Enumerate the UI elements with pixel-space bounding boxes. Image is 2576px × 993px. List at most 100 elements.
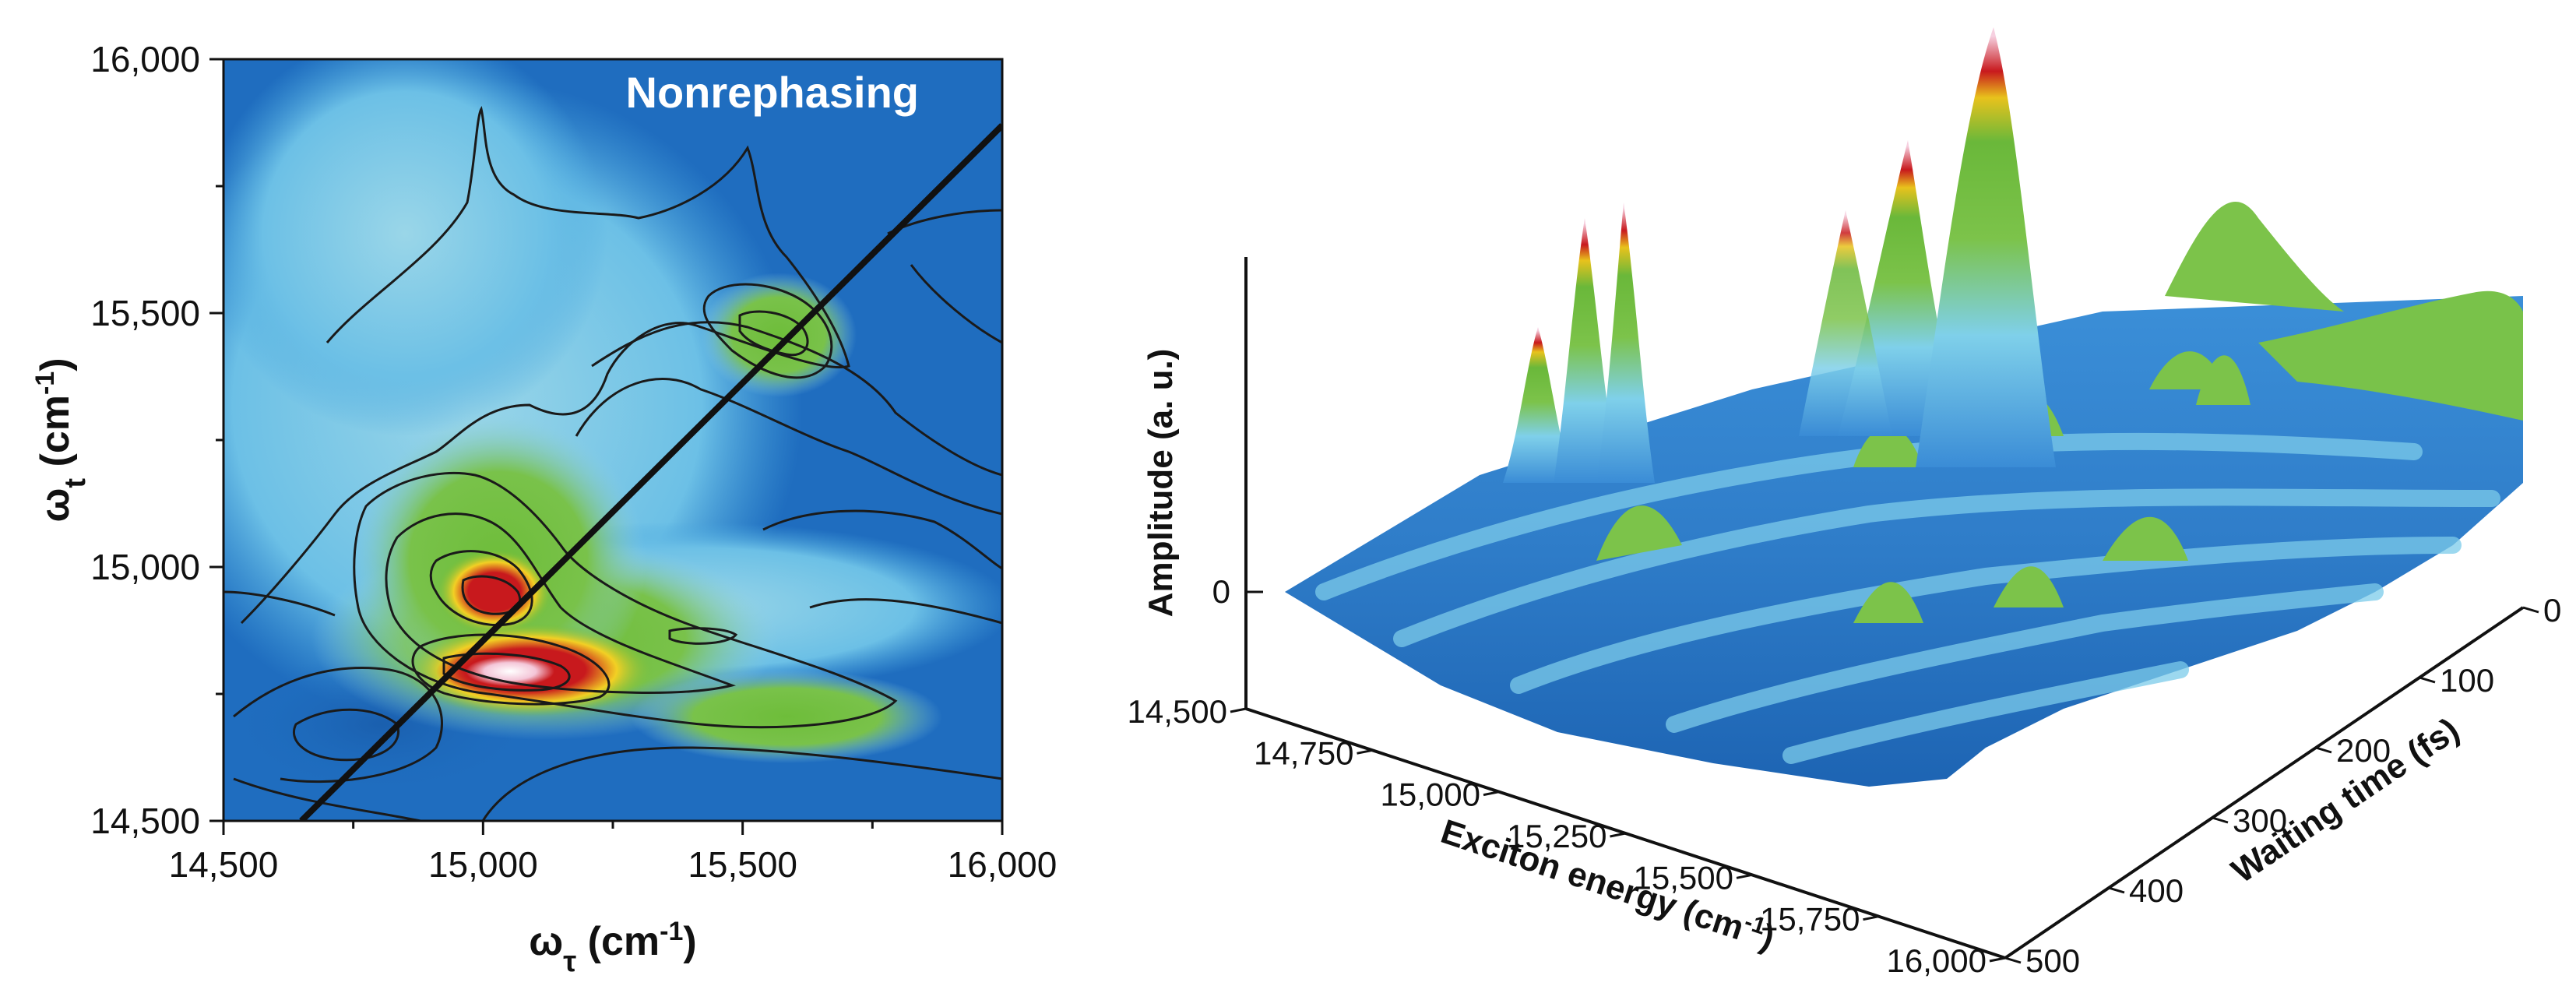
time-axis-ticks: 0 100 200 300 400 500 — [2004, 592, 2561, 979]
x-tick-label: 15,000 — [428, 844, 538, 885]
energy-tick-label: 15,250 — [1507, 818, 1606, 854]
heatmap-green-upper-peak — [701, 273, 857, 397]
diagonal-line — [299, 123, 1002, 821]
nonrephasing-label: Nonrephasing — [626, 68, 919, 117]
time-tick-mark — [2212, 816, 2229, 824]
contour-right-low — [762, 509, 1002, 570]
energy-tick-label: 16,000 — [1887, 942, 1987, 979]
energy-tick-mark — [1610, 832, 1626, 838]
time-axis-line — [2004, 606, 2525, 960]
heatmap-x-axis-label: ωτ (cm-1) — [529, 917, 696, 978]
bump-near-1 — [1853, 582, 1923, 623]
energy-tick-mark — [1230, 707, 1247, 713]
x-tick-label: 16,000 — [948, 844, 1057, 885]
peak-left-small — [1503, 327, 1573, 483]
heatmap-x-ticks: 14,500 15,000 15,500 16,000 — [169, 821, 1057, 885]
heatmap-x-label-close: ) — [683, 919, 696, 964]
contour-red-outer — [429, 550, 533, 627]
bump-front-2 — [1596, 505, 1682, 561]
energy-tick-label: 14,500 — [1128, 693, 1227, 730]
time-tick-mark — [2315, 746, 2332, 754]
bump-back-1 — [2165, 202, 2344, 312]
ridge-1 — [1315, 432, 2423, 600]
time-tick-label: 200 — [2336, 732, 2391, 769]
heatmap-y-ticks: 14,500 15,000 15,500 16,000 — [90, 39, 223, 841]
heatmap-x-label-sub: τ — [563, 945, 576, 978]
heatmap-y-label-close: ) — [33, 357, 78, 371]
surface-ridges — [1315, 432, 2500, 764]
energy-tick-mark — [1989, 956, 2006, 963]
contour-lower-red-inner — [442, 652, 571, 692]
peak-right-back — [1799, 210, 1892, 436]
y-tick-label: 14,500 — [90, 801, 200, 841]
heatmap-x-label-unit: (cm — [576, 919, 660, 964]
energy-tick-mark — [1736, 873, 1753, 879]
time-tick-mark — [2522, 606, 2539, 614]
heatmap-green-tail — [631, 670, 942, 763]
heatmap-peak-white — [436, 646, 584, 696]
contour-right-bottom — [809, 598, 1002, 625]
heatmap-x-label-omega: ω — [529, 919, 563, 964]
contour-upper-peak-inner — [738, 310, 809, 357]
energy-axis-ticks: 14,500 14,750 15,000 15,250 15,500 15,750 16,0… — [1128, 693, 2006, 979]
time-tick-label: 400 — [2129, 872, 2184, 909]
time-tick-mark — [2004, 956, 2022, 964]
bump-near-2 — [1994, 566, 2064, 607]
surface-peaks — [1503, 27, 2056, 483]
heatmap-y-label-sub: t — [59, 478, 92, 488]
contour-negative-inner — [293, 708, 399, 762]
energy-tick-mark — [1863, 915, 1879, 921]
x-tick-label: 14,500 — [169, 844, 279, 885]
ridge-4 — [1666, 583, 2384, 733]
y-tick-label: 15,500 — [90, 293, 200, 333]
contour-green-mid — [385, 512, 737, 694]
heatmap-y-label-unit: (cm — [33, 395, 78, 478]
energy-tick-label: 14,750 — [1254, 734, 1353, 771]
x-tick-label: 15,500 — [688, 844, 797, 885]
heatmap-y-label-omega: ω — [33, 488, 78, 523]
bump-mid-4 — [2196, 355, 2250, 405]
heatmap-peak-red — [436, 549, 553, 635]
amplitude-axis-label: Amplitude (a. u.) — [1142, 349, 1180, 618]
contour-bottom-right — [481, 746, 1002, 821]
time-tick-label: 300 — [2233, 802, 2287, 839]
heatmap-panel: Nonrephasing 14,500 15,000 15,500 16,000 14… — [30, 39, 1057, 978]
heatmap-y-label-exp: -1 — [30, 371, 60, 395]
time-tick-label: 500 — [2025, 942, 2080, 979]
heatmap-y-axis-label: ωt (cm-1) — [30, 357, 92, 522]
heatmap-x-label-exp: -1 — [660, 917, 683, 946]
bump-mid-1 — [1853, 426, 1923, 467]
contour-right-edge — [910, 264, 1002, 344]
ridge-3 — [1510, 537, 2462, 694]
time-tick-label: 0 — [2543, 592, 2561, 629]
energy-tick-label: 15,000 — [1381, 776, 1480, 813]
peak-left-1 — [1554, 218, 1620, 483]
z-tick-label: 0 — [1212, 573, 1230, 610]
energy-tick-label: 15,750 — [1760, 901, 1860, 938]
y-tick-label: 16,000 — [90, 39, 200, 79]
contour-outer — [240, 106, 850, 625]
contour-negative-outer — [233, 667, 443, 783]
time-tick-mark — [2419, 676, 2436, 684]
peak-left-2 — [1596, 202, 1655, 483]
peak-right-tallest — [1916, 27, 2056, 467]
z-axis-ticks: 0 — [1212, 573, 1263, 610]
time-tick-mark — [2108, 886, 2125, 894]
ridge-2 — [1393, 488, 2500, 647]
y-tick-label: 15,000 — [90, 547, 200, 587]
contour-upper-peak-outer — [702, 283, 833, 379]
contour-right-mid — [575, 378, 1002, 516]
energy-tick-label: 15,500 — [1634, 859, 1733, 896]
energy-tick-mark — [1357, 748, 1373, 755]
heatmap-field-cyan-top — [223, 59, 607, 436]
contour-bottom — [233, 777, 421, 821]
surface-panel: 0 14,500 14,750 15,000 15,250 15,500 15,750 16… — [1128, 27, 2561, 979]
contour-right-upper — [591, 321, 1002, 477]
contour-green-outer — [353, 471, 898, 729]
time-tick-label: 100 — [2440, 662, 2494, 699]
bump-near-3 — [2103, 516, 2188, 561]
contour-small-blob — [668, 627, 738, 645]
energy-tick-mark — [1483, 791, 1500, 797]
bump-right — [2258, 291, 2523, 421]
